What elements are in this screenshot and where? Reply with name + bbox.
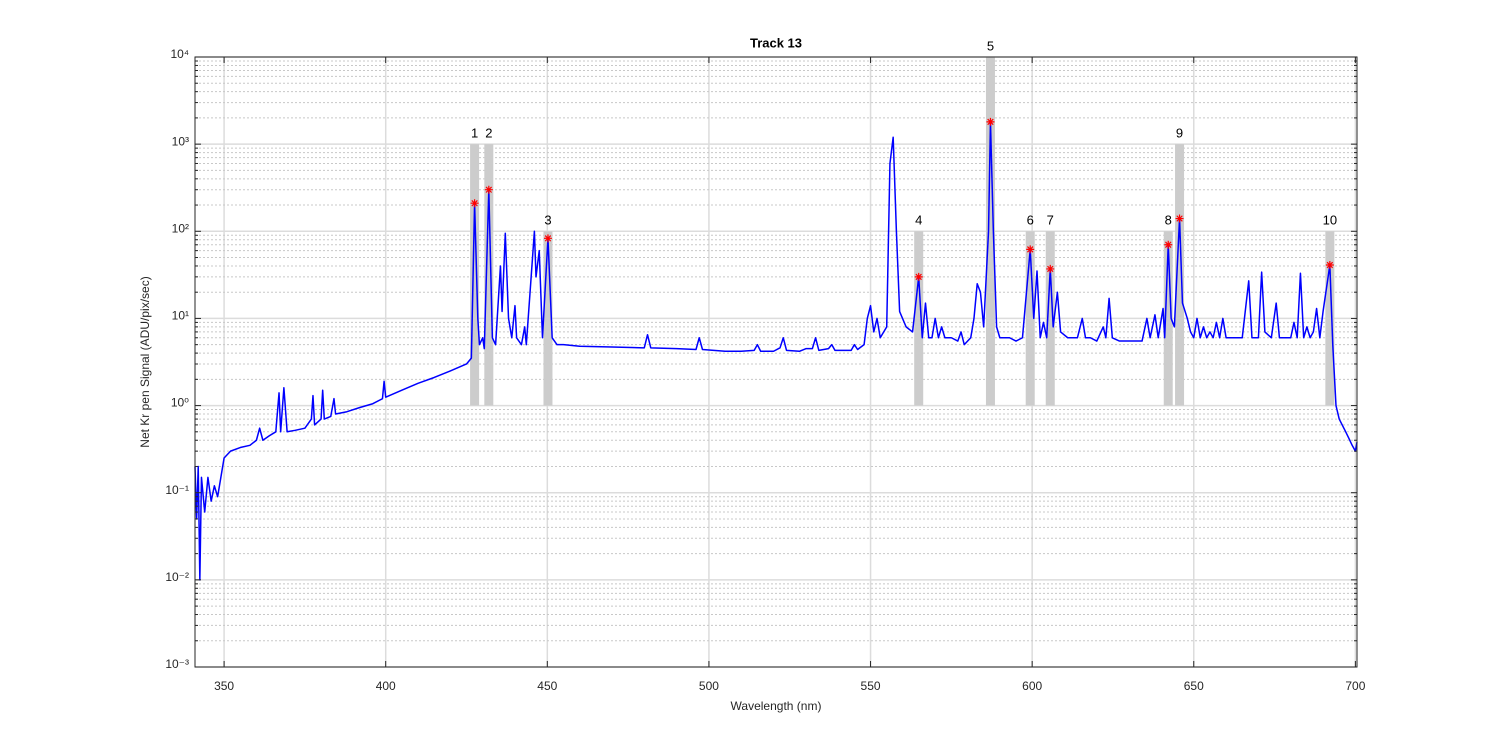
y-tick-label: 10⁻² <box>165 570 189 584</box>
spectrum-line <box>194 121 1358 581</box>
peak-band <box>985 57 995 406</box>
peak-label: 2 <box>485 126 492 141</box>
peak-label: 7 <box>1047 213 1054 228</box>
y-tick-label: 10² <box>172 221 189 235</box>
peak-label: 6 <box>1027 213 1034 228</box>
peak-band <box>914 231 924 406</box>
peak-band <box>1045 231 1055 406</box>
peak-marker <box>543 234 552 243</box>
peak-band <box>1325 231 1335 406</box>
peak-band <box>1025 231 1035 406</box>
y-axis-label: Net Kr pen Signal (ADU/pix/sec) <box>138 276 152 447</box>
x-axis-label: Wavelength (nm) <box>731 699 822 713</box>
x-tick-label: 550 <box>861 679 881 693</box>
peak-marker <box>470 199 479 208</box>
peak-marker <box>1325 261 1334 270</box>
y-tick-label: 10⁻³ <box>165 657 189 671</box>
peak-marker <box>484 185 493 194</box>
axes: 350 400 450 500 550 600 650 700 10⁻³ 10⁻² 10⁻¹ 10⁰ 1… <box>165 47 1365 693</box>
peak-marker <box>1026 245 1035 254</box>
x-tick-label: 400 <box>376 679 396 693</box>
peak-label: 1 <box>471 126 478 141</box>
bands: 1 2 3 4 5 6 7 8 9 10 <box>470 38 1337 406</box>
x-tick-label: 650 <box>1184 679 1204 693</box>
peak-label: 10 <box>1323 213 1337 228</box>
y-tick-label: 10¹ <box>172 309 189 323</box>
peak-label: 5 <box>987 38 994 53</box>
plot <box>194 117 1358 581</box>
x-tick-label: 350 <box>214 679 234 693</box>
y-tick-label: 10³ <box>172 134 189 148</box>
peak-label: 8 <box>1165 213 1172 228</box>
peak-marker <box>914 272 923 281</box>
peak-marker <box>1175 214 1184 223</box>
peak-label: 3 <box>544 213 551 228</box>
peak-band <box>484 144 494 406</box>
x-tick-label: 450 <box>537 679 557 693</box>
peak-band <box>543 231 553 406</box>
chart-title: Track 13 <box>750 35 802 50</box>
axes-box <box>194 56 1358 668</box>
y-tick-label: 10⁴ <box>170 47 189 61</box>
peak-label: 4 <box>915 213 922 228</box>
peak-label: 9 <box>1176 126 1183 141</box>
x-tick-label: 700 <box>1345 679 1365 693</box>
peak-marker <box>1046 264 1055 273</box>
x-tick-label: 500 <box>699 679 719 693</box>
peak-marker <box>986 117 995 126</box>
peak-band <box>470 144 480 406</box>
y-tick-label: 10⁰ <box>171 396 189 410</box>
y-tick-label: 10⁻¹ <box>165 483 189 497</box>
peak-marker <box>1164 240 1173 249</box>
peak-band <box>1163 231 1173 406</box>
peak-band <box>1175 144 1185 406</box>
x-tick-label: 600 <box>1022 679 1042 693</box>
